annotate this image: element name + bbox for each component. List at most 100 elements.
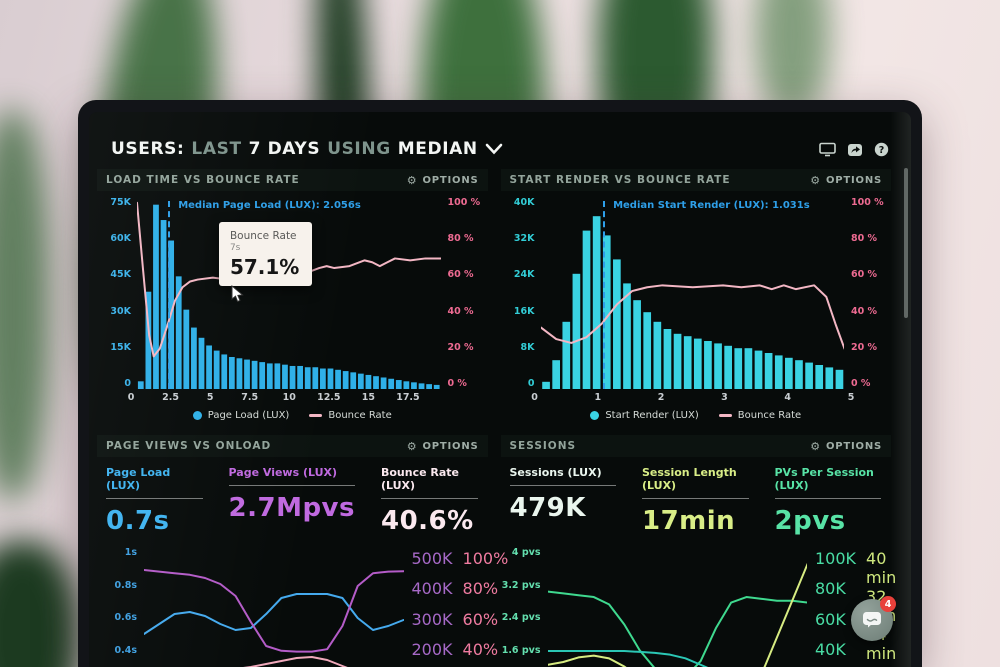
- chart-legend[interactable]: Start Render (LUX) Bounce Rate: [501, 404, 892, 425]
- legend-label: Bounce Rate: [737, 410, 802, 421]
- axis-tick-label: 80 %: [447, 233, 474, 245]
- panel-page-views: PAGE VIEWS VS ONLOAD ⚙ OPTIONS Page Load…: [97, 435, 508, 667]
- display-icon[interactable]: [819, 142, 836, 157]
- laptop: USERS: LAST 7 DAYS USING MEDIAN: [78, 100, 922, 667]
- median-marker: Median Start Render (LUX): 1.031s: [603, 200, 810, 389]
- axis-tick-label: 2.4 pvs: [501, 612, 541, 624]
- gear-icon: ⚙: [406, 439, 418, 453]
- share-icon[interactable]: [847, 142, 863, 157]
- axis-tick-label: 400K: [411, 579, 453, 599]
- panel-grid: LOAD TIME VS BOUNCE RATE ⚙ OPTIONS 75K 60…: [89, 169, 911, 667]
- mouse-cursor-icon: [231, 285, 244, 303]
- gear-icon: ⚙: [810, 439, 821, 453]
- x-tick-label: 0: [531, 392, 538, 403]
- metric-row: Sessions (LUX) 479K Session Length (LUX)…: [501, 457, 892, 538]
- options-button[interactable]: ⚙ OPTIONS: [407, 441, 479, 452]
- y-axis-left: 40K 32K 24K 16K 8K 0: [501, 197, 541, 389]
- axis-tick-label: 30K: [110, 305, 131, 317]
- axis-tick-label: 0.4s: [114, 645, 137, 657]
- metric-label: Bounce Rate (LUX): [380, 466, 478, 499]
- tooltip-x-value: 7s: [229, 242, 241, 253]
- gear-icon: ⚙: [406, 173, 418, 187]
- page-views-chart[interactable]: [144, 544, 404, 667]
- y-axis-left: 4 pvs 3.2 pvs 2.4 pvs 1.6 pvs: [501, 544, 548, 667]
- panel-title: PAGE VIEWS VS ONLOAD: [106, 440, 272, 452]
- metric-value: 2.7Mpvs: [228, 493, 355, 523]
- plot-area[interactable]: Median Page Load (LUX): 2.056s Bounce Ra…: [137, 197, 441, 389]
- metric-label: PVs Per Session (LUX): [774, 466, 881, 499]
- axis-tick-label: 0 %: [447, 377, 467, 389]
- median-annotation: Median Start Render (LUX): 1.031s: [613, 199, 810, 211]
- chat-launcher-button[interactable]: 4: [851, 596, 896, 641]
- legend-item[interactable]: Bounce Rate: [718, 410, 802, 421]
- chart-tooltip: Bounce Rate 7s 57.1%: [218, 221, 313, 286]
- axis-tick-label: 20 %: [851, 341, 878, 353]
- tooltip-series: Bounce Rate: [229, 229, 297, 242]
- plant-leaf: [0, 110, 50, 500]
- metric-sessions: Sessions (LUX) 479K: [509, 466, 616, 536]
- axis-tick-label: 500K: [411, 549, 453, 569]
- series-line-session-length-lux-: [548, 564, 808, 667]
- options-button[interactable]: ⚙ OPTIONS: [810, 175, 882, 186]
- legend-item[interactable]: Start Render (LUX): [590, 410, 699, 421]
- x-tick-label: 5: [206, 392, 214, 403]
- panel-title: START RENDER VS BOUNCE RATE: [509, 174, 731, 186]
- metric-session-length: Session Length (LUX) 17min: [642, 466, 749, 536]
- dashboard-title-dropdown[interactable]: USERS: LAST 7 DAYS USING MEDIAN: [111, 139, 503, 159]
- axis-tick-label: 40 %: [447, 305, 474, 317]
- options-button[interactable]: ⚙ OPTIONS: [407, 175, 479, 186]
- x-tick-label: 7.5: [241, 392, 259, 403]
- axis-tick-label: 0.6s: [114, 612, 137, 624]
- axis-tick-label: 40 min: [866, 549, 897, 588]
- y-axis-left: 1s 0.8s 0.6s 0.4s: [97, 544, 144, 667]
- plot-area[interactable]: [548, 544, 808, 667]
- title-users: USERS:: [111, 139, 185, 159]
- legend-item[interactable]: Page Load (LUX): [192, 410, 289, 421]
- options-label: OPTIONS: [825, 174, 882, 186]
- title-last: LAST: [191, 139, 242, 159]
- x-axis: 0 1 2 3 4 5: [501, 392, 892, 404]
- axis-tick-label: 40K: [815, 639, 846, 659]
- options-button[interactable]: ⚙ OPTIONS: [810, 441, 882, 452]
- sessions-chart[interactable]: [548, 544, 808, 667]
- axis-tick-label: 60%: [462, 609, 499, 629]
- metric-value: 2pvs: [774, 506, 846, 536]
- chart-area: 4 pvs 3.2 pvs 2.4 pvs 1.6 pvs 100K 80K 60K 40K…: [501, 544, 896, 667]
- x-tick-label: 17.5: [396, 392, 420, 403]
- legend-marker-icon: [192, 411, 202, 420]
- options-label: OPTIONS: [825, 440, 882, 452]
- legend-item[interactable]: Bounce Rate: [309, 410, 392, 421]
- axis-tick-label: 8K: [520, 341, 535, 353]
- metric-page-load: Page Load (LUX) 0.7s: [106, 466, 203, 536]
- x-tick-label: 2.5: [162, 392, 179, 403]
- start-render-chart[interactable]: [541, 197, 845, 389]
- axis-tick-label: 0.8s: [114, 579, 137, 591]
- metric-row: Page Load (LUX) 0.7s Page Views (LUX) 2.…: [97, 457, 488, 538]
- axis-tick-label: 40K: [513, 197, 535, 208]
- plant-leaf: [0, 540, 80, 667]
- chart-legend[interactable]: Page Load (LUX) Bounce Rate: [97, 404, 488, 425]
- metric-label: Page Views (LUX): [228, 466, 355, 486]
- panel-load-time: LOAD TIME VS BOUNCE RATE ⚙ OPTIONS 75K 60…: [97, 169, 488, 425]
- x-tick-label: 15: [361, 392, 375, 403]
- histogram-bars: [541, 216, 843, 389]
- panel-header: START RENDER VS BOUNCE RATE ⚙ OPTIONS: [500, 169, 891, 191]
- plot-area[interactable]: [144, 544, 404, 667]
- median-marker: Median Page Load (LUX): 2.056s: [168, 200, 361, 389]
- axis-tick-label: 300K: [411, 609, 453, 629]
- plot-area[interactable]: Median Start Render (LUX): 1.031s: [541, 197, 845, 389]
- title-using: USING: [327, 139, 391, 159]
- axis-tick-label: 1.6 pvs: [501, 645, 541, 657]
- scrollbar[interactable]: [904, 168, 908, 318]
- metric-bounce-rate: Bounce Rate (LUX) 40.6%: [380, 466, 478, 536]
- metric-value: 479K: [509, 493, 586, 523]
- series-line-page-views-lux-: [144, 570, 404, 652]
- help-icon[interactable]: ?: [874, 142, 889, 157]
- legend-marker-icon: [309, 414, 323, 417]
- y-axis-left: 75K 60K 45K 30K 15K 0: [97, 197, 137, 389]
- options-label: OPTIONS: [422, 174, 479, 186]
- metric-label: Page Load (LUX): [106, 466, 203, 499]
- x-tick-label: 12.5: [317, 392, 341, 403]
- axis-tick-label: 80%: [462, 579, 499, 599]
- metric-label: Session Length (LUX): [642, 466, 749, 499]
